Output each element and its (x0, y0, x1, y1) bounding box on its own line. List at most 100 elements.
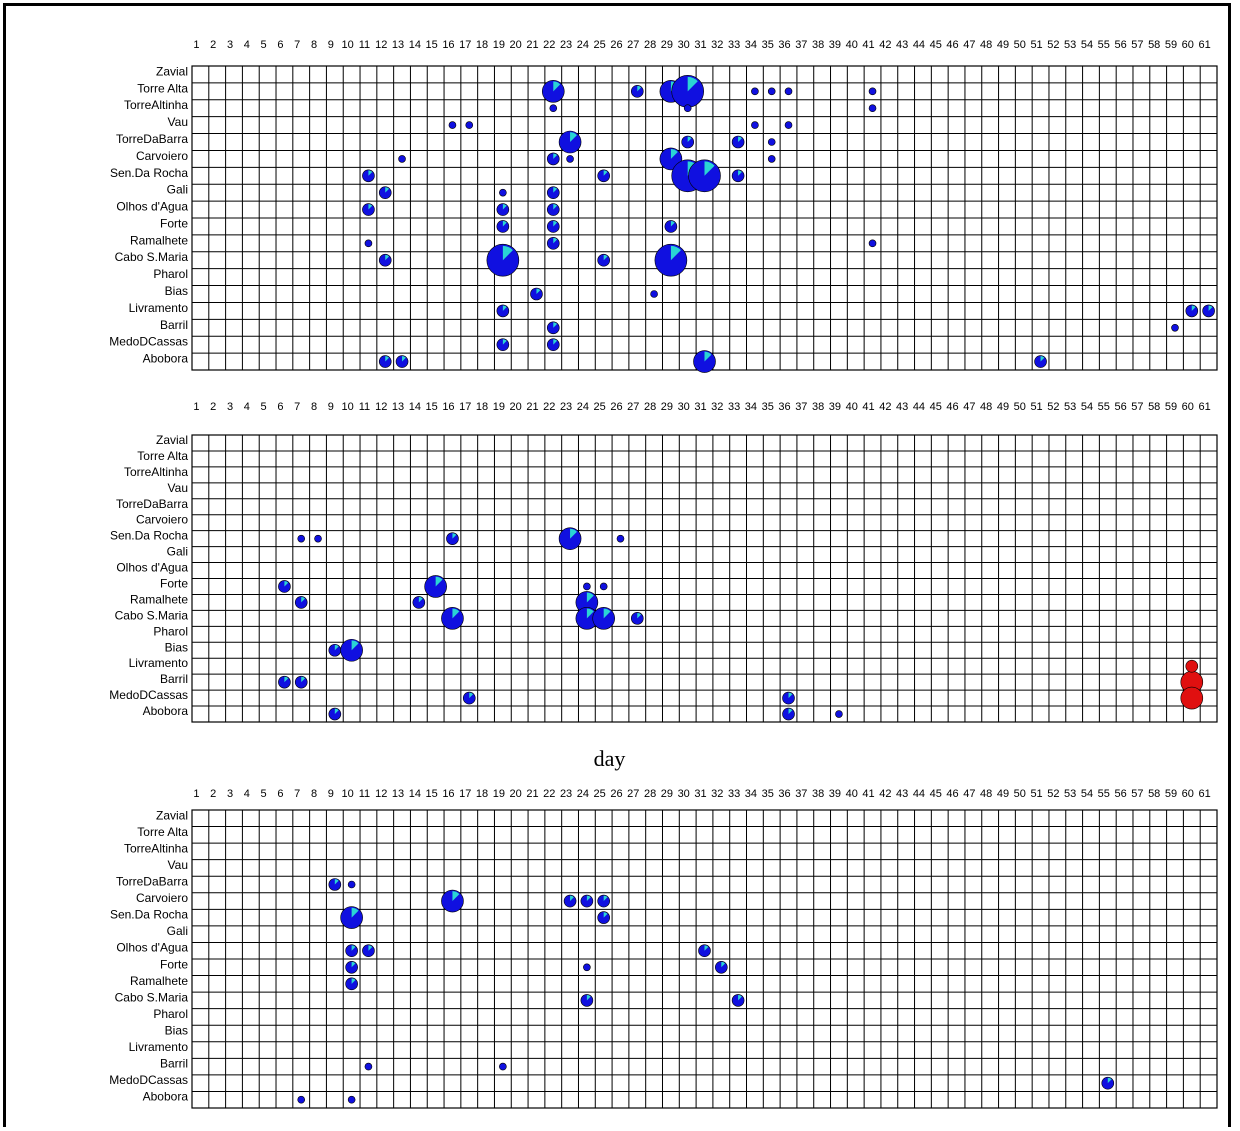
data-point (1202, 304, 1215, 318)
data-point (364, 1062, 373, 1071)
day-tick-label: 3 (227, 401, 233, 413)
day-tick-label: 15 (426, 401, 438, 413)
data-point (362, 169, 375, 183)
data-point (1185, 304, 1199, 318)
day-tick-label: 12 (375, 39, 387, 51)
row-label: Torre Alta (137, 825, 188, 839)
data-point (530, 287, 543, 301)
row-label: Livramento (129, 1040, 189, 1054)
data-point (683, 104, 692, 113)
data-point (835, 710, 843, 718)
day-tick-label: 55 (1098, 401, 1110, 413)
day-tick-label: 58 (1148, 788, 1160, 800)
day-tick-label: 27 (627, 401, 639, 413)
day-tick-label: 32 (711, 788, 723, 800)
data-point (868, 104, 877, 113)
day-tick-label: 57 (1131, 401, 1143, 413)
data-point (868, 87, 877, 96)
data-point (441, 889, 464, 913)
data-point (448, 121, 457, 129)
day-tick-label: 42 (879, 401, 891, 413)
day-tick-label: 43 (896, 788, 908, 800)
data-point (496, 338, 510, 351)
data-point (345, 977, 358, 991)
data-point (395, 355, 409, 368)
day-tick-label: 49 (997, 39, 1009, 51)
day-tick-label: 19 (493, 39, 505, 51)
day-tick-label: 33 (728, 39, 740, 51)
day-tick-label: 1 (193, 39, 199, 51)
day-tick-label: 59 (1165, 39, 1177, 51)
day-tick-label: 27 (627, 39, 639, 51)
day-tick-label: 15 (426, 39, 438, 51)
day-tick-label: 9 (328, 39, 334, 51)
day-tick-label: 1 (193, 788, 199, 800)
day-tick-label: 25 (594, 788, 606, 800)
day-tick-label: 38 (812, 401, 824, 413)
day-tick-label: 43 (896, 39, 908, 51)
day-tick-label: 26 (610, 39, 622, 51)
day-tick-label: 17 (459, 39, 471, 51)
row-label: Carvoiero (136, 149, 188, 163)
data-point (592, 607, 615, 630)
day-tick-label: 31 (694, 788, 706, 800)
day-tick-label: 23 (560, 401, 572, 413)
data-point (398, 155, 406, 163)
row-label: Vau (168, 115, 188, 129)
day-tick-label: 4 (244, 788, 250, 800)
row-label: Ramalhete (130, 592, 188, 606)
day-tick-label: 53 (1064, 39, 1076, 51)
day-tick-label: 39 (829, 39, 841, 51)
data-point (583, 963, 591, 972)
data-point (546, 220, 560, 233)
day-tick-label: 44 (913, 39, 925, 51)
day-tick-label: 12 (375, 401, 387, 413)
data-point (546, 321, 560, 335)
day-tick-label: 7 (294, 788, 300, 800)
data-point (767, 87, 776, 96)
row-label: Abobora (143, 704, 189, 718)
day-tick-label: 5 (261, 401, 267, 413)
row-label: Barril (160, 672, 188, 686)
data-point (566, 155, 574, 163)
data-point (630, 85, 644, 98)
data-point (731, 994, 745, 1007)
row-label: Pharol (153, 267, 188, 281)
day-tick-label: 11 (359, 401, 370, 413)
day-tick-label: 12 (375, 788, 387, 800)
day-tick-label: 21 (526, 401, 538, 413)
data-point (1171, 323, 1179, 332)
day-tick-label: 55 (1098, 39, 1110, 51)
day-tick-label: 56 (1114, 788, 1126, 800)
data-point (664, 220, 678, 233)
day-tick-label: 26 (610, 788, 622, 800)
panel-1: 1 2 3 4 5 6 7 8 9 10 11 12 13 14 15 16 17 18 19 20 21 22 23 24 2… (109, 39, 1218, 373)
row-label: TorreAltinha (124, 841, 188, 855)
day-tick-label: 38 (812, 39, 824, 51)
day-tick-label: 57 (1131, 788, 1143, 800)
day-tick-label: 47 (963, 39, 975, 51)
day-tick-label: 5 (261, 788, 267, 800)
day-tick-label: 60 (1182, 401, 1194, 413)
day-tick-label: 50 (1014, 788, 1026, 800)
data-point (767, 138, 776, 146)
day-tick-label: 24 (577, 788, 589, 800)
data-point (347, 880, 356, 889)
data-point (650, 290, 658, 298)
day-tick-label: 8 (311, 788, 317, 800)
day-tick-label: 45 (930, 401, 942, 413)
data-point (278, 675, 291, 689)
day-tick-label: 4 (244, 401, 250, 413)
data-point (558, 130, 582, 154)
day-tick-label: 10 (342, 788, 354, 800)
day-tick-label: 22 (543, 788, 555, 800)
data-point (362, 944, 375, 958)
data-point (546, 237, 560, 250)
row-label: Olhos d'Agua (116, 200, 188, 214)
day-tick-label: 43 (896, 401, 908, 413)
day-tick-label: 46 (946, 39, 958, 51)
data-point (297, 534, 306, 543)
row-label: Livramento (129, 656, 189, 670)
data-point (751, 87, 759, 96)
